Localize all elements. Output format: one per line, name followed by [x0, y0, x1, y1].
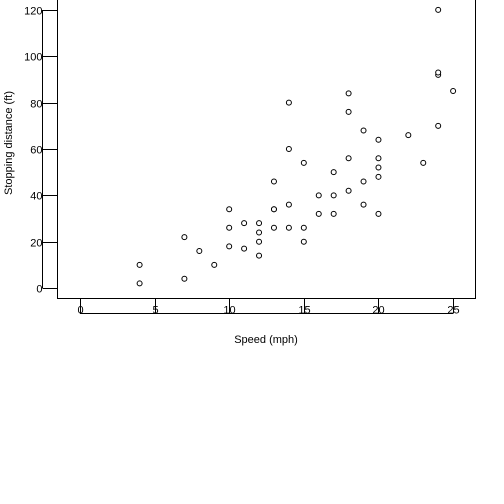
data-point	[375, 164, 382, 171]
y-tick-label: 20	[30, 238, 42, 250]
data-point	[420, 159, 427, 166]
data-point	[241, 245, 248, 252]
data-point	[270, 224, 277, 231]
data-point	[345, 90, 352, 97]
data-point	[300, 238, 307, 245]
data-point	[435, 6, 442, 13]
data-point	[256, 238, 263, 245]
x-tick-label: 0	[77, 305, 83, 317]
data-point	[285, 99, 292, 106]
x-tick-label: 20	[372, 305, 384, 317]
data-point	[375, 210, 382, 217]
data-point	[181, 275, 188, 282]
data-point	[285, 224, 292, 231]
x-tick-label: 5	[152, 305, 158, 317]
data-point	[315, 210, 322, 217]
data-point	[375, 136, 382, 143]
data-point	[450, 88, 457, 95]
data-point	[256, 252, 263, 259]
data-point	[345, 108, 352, 115]
data-point	[270, 178, 277, 185]
data-point	[300, 224, 307, 231]
x-tick-label: 10	[223, 305, 235, 317]
data-point	[196, 247, 203, 254]
y-tick-label: 120	[24, 6, 42, 18]
y-tick-label: 100	[24, 52, 42, 64]
plot-frame	[57, 0, 476, 299]
data-point	[256, 220, 263, 227]
x-axis-title: Speed (mph)	[234, 334, 298, 346]
data-point	[226, 224, 233, 231]
data-point	[241, 220, 248, 227]
y-tick-label: 60	[30, 145, 42, 157]
data-point	[226, 243, 233, 250]
data-point	[300, 159, 307, 166]
data-point	[330, 169, 337, 176]
data-point	[136, 280, 143, 287]
data-point	[360, 201, 367, 208]
data-point	[226, 206, 233, 213]
data-point	[270, 206, 277, 213]
data-point	[285, 146, 292, 152]
data-point	[315, 192, 322, 199]
y-tick-label: 80	[30, 99, 42, 111]
data-points	[136, 6, 457, 287]
data-point	[136, 261, 143, 268]
data-point	[435, 69, 442, 76]
data-point	[360, 127, 367, 134]
data-point	[375, 173, 382, 180]
data-point	[330, 210, 337, 217]
data-point	[330, 192, 337, 199]
data-point	[375, 155, 382, 162]
data-point	[360, 178, 367, 185]
data-point	[345, 187, 352, 194]
data-point	[345, 155, 352, 162]
y-tick-label: 0	[36, 284, 42, 296]
x-tick-label: 15	[298, 305, 310, 317]
y-axis-title: Stopping distance (ft)	[3, 91, 15, 195]
data-point	[405, 132, 412, 139]
x-axis: 0 5 10 15 20 25	[77, 298, 460, 317]
y-axis: 0 20 40 60 80 100 120	[24, 6, 58, 296]
y-tick-label: 40	[30, 191, 42, 203]
data-point	[211, 261, 218, 268]
data-point	[285, 201, 292, 208]
data-point	[435, 122, 442, 129]
data-point	[181, 234, 188, 241]
x-tick-label: 25	[447, 305, 459, 317]
data-point	[256, 229, 263, 236]
